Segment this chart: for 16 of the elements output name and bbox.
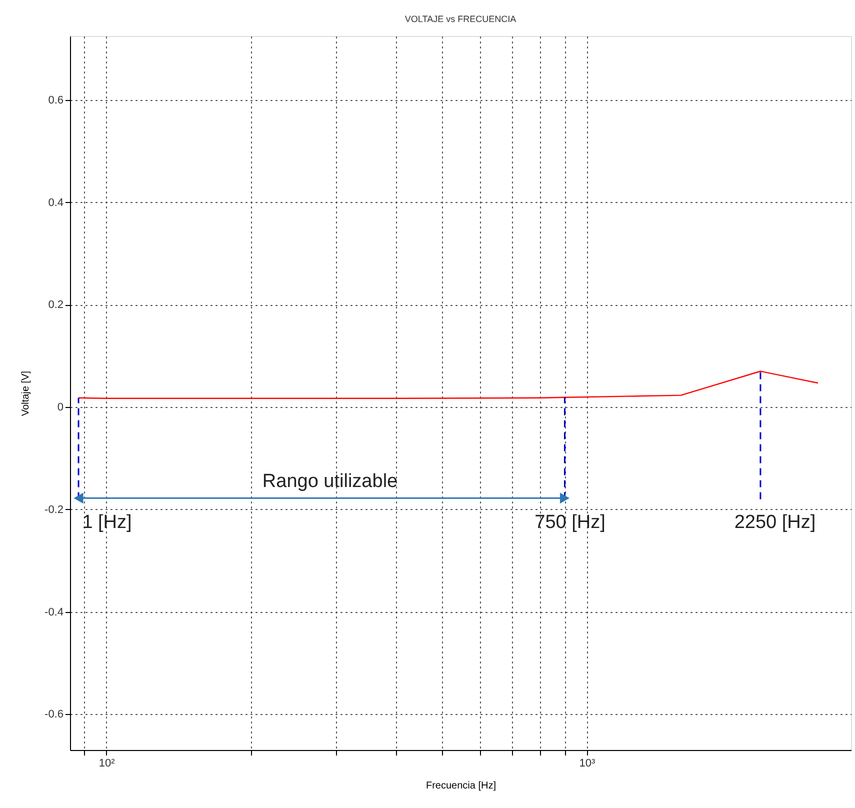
y-tick-label: -0.6 [44, 708, 64, 721]
annotation: 2250 [Hz] [734, 512, 816, 533]
y-axis-title: Voltaje [V] [20, 370, 32, 416]
x-tick-label: 10³ [579, 758, 596, 770]
x-tick-label: 10² [98, 758, 116, 770]
chart-title: VOLTAJE vs FRECUENCIA [404, 14, 516, 24]
y-tick-label: 0.4 [48, 196, 64, 209]
annotation: 1 [Hz] [82, 512, 132, 533]
annotation: Rango utilizable [262, 471, 398, 492]
y-tick-label: -0.4 [44, 606, 64, 618]
x-axis-title: Frecuencia [Hz] [426, 780, 496, 792]
y-tick-label: -0.2 [44, 504, 64, 516]
y-tick-label: 0 [57, 402, 64, 414]
y-tick-label: 0.2 [48, 299, 64, 312]
y-tick-label: 0.6 [48, 94, 64, 106]
annotation: 750 [Hz] [534, 512, 606, 533]
